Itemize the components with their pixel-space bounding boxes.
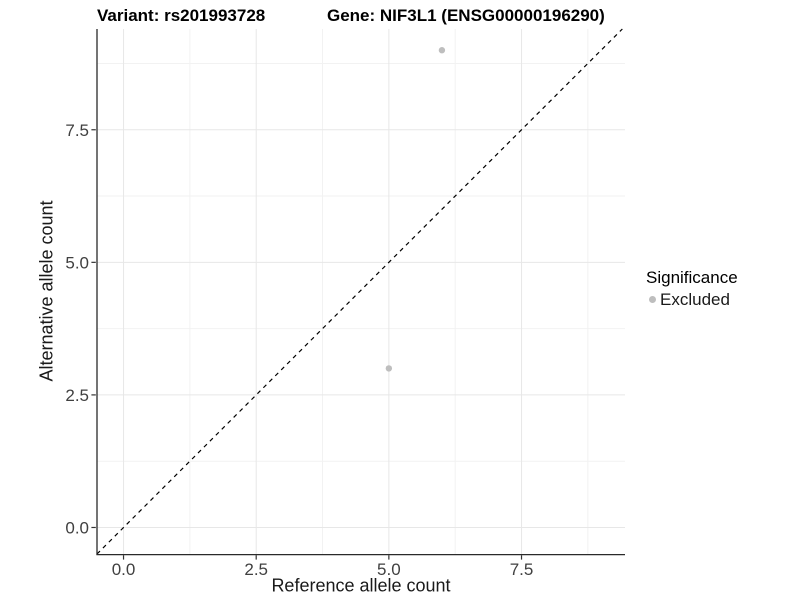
legend-point-icon [649, 296, 656, 303]
plot-title-variant: Variant: rs201993728 [97, 6, 266, 25]
y-tick-label: 5.0 [65, 253, 89, 272]
legend-item-excluded: Excluded [646, 290, 738, 309]
y-tick-label: 7.5 [65, 121, 89, 140]
legend: Significance Excluded [646, 268, 738, 309]
x-tick-label: 0.0 [112, 560, 136, 579]
legend-key [646, 296, 659, 303]
identity-line [96, 28, 623, 555]
x-axis-title: Reference allele count [271, 575, 451, 596]
legend-item-label: Excluded [660, 290, 730, 309]
x-tick-label: 5.0 [377, 560, 401, 579]
data-point [385, 365, 393, 372]
plot-title-gene: Gene: NIF3L1 (ENSG00000196290) [327, 6, 605, 25]
x-tick-label: 7.5 [510, 560, 534, 579]
data-point [438, 47, 446, 54]
y-axis-title: Alternative allele count [36, 200, 57, 382]
legend-title: Significance [646, 268, 738, 287]
x-tick-label: 2.5 [244, 560, 268, 579]
y-tick-label: 0.0 [65, 518, 89, 537]
y-tick-label: 2.5 [65, 386, 89, 405]
